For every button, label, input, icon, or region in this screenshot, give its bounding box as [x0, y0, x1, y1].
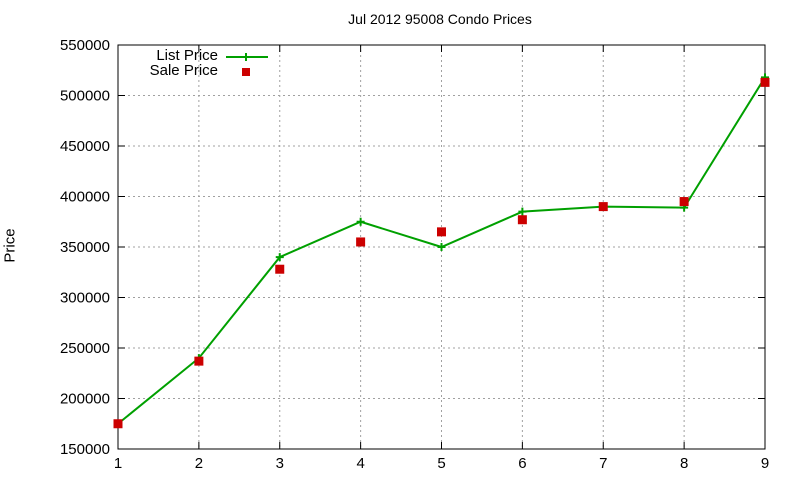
- square-marker: [598, 202, 608, 212]
- grid-lines: [118, 45, 765, 449]
- y-tick-label: 200000: [60, 391, 110, 408]
- x-tick-label: 4: [356, 455, 364, 472]
- x-tick-label: 2: [195, 455, 203, 472]
- plot-border: [117, 44, 766, 450]
- y-tick-label: 500000: [60, 88, 110, 105]
- square-marker: [275, 264, 285, 274]
- x-tick-label: 6: [518, 455, 526, 472]
- plus-marker: [356, 217, 365, 226]
- x-tick-label: 7: [599, 455, 607, 472]
- y-tick-label: 250000: [60, 340, 110, 357]
- legend-sale-price-marker: [242, 68, 250, 76]
- y-tick-label: 450000: [60, 138, 110, 155]
- y-tick-label: 150000: [60, 441, 110, 458]
- x-tick-label: 9: [761, 455, 769, 472]
- y-tick-label: 350000: [60, 239, 110, 256]
- axis-ticks: 1500002000002500003000003500004000004500…: [60, 37, 769, 472]
- x-tick-label: 5: [437, 455, 445, 472]
- square-marker: [679, 197, 689, 207]
- data-series: [113, 73, 770, 429]
- x-tick-label: 3: [276, 455, 284, 472]
- legend: [226, 53, 268, 76]
- legend-label-list-price: List Price: [156, 47, 218, 64]
- y-tick-label: 300000: [60, 290, 110, 307]
- y-tick-label: 400000: [60, 189, 110, 206]
- square-marker: [760, 77, 770, 87]
- plus-marker: [437, 243, 446, 251]
- legend-list-price-marker: [242, 53, 250, 61]
- square-marker: [437, 227, 446, 237]
- square-marker: [194, 356, 204, 366]
- x-tick-label: 1: [114, 455, 122, 472]
- plus-marker: [275, 253, 284, 262]
- square-marker: [356, 237, 366, 247]
- plus-marker: [518, 207, 527, 216]
- square-marker: [517, 215, 527, 225]
- square-marker: [113, 419, 123, 429]
- y-tick-label: 550000: [60, 37, 110, 54]
- chart-title: Jul 2012 95008 Condo Prices: [348, 11, 532, 27]
- x-tick-label: 8: [680, 455, 688, 472]
- legend-label-sale-price: Sale Price: [149, 62, 218, 79]
